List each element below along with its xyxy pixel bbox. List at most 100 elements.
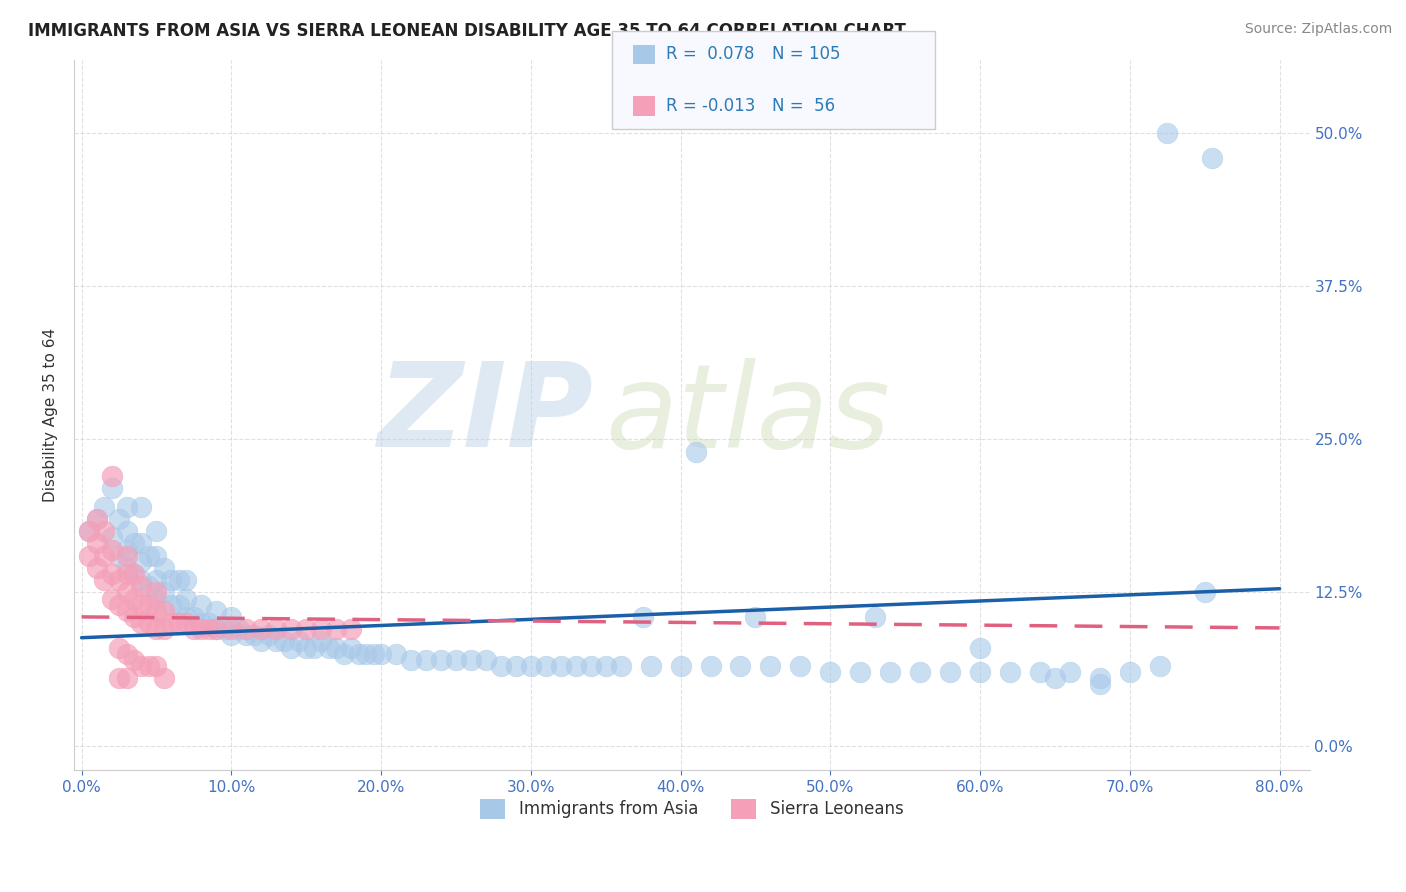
Point [131,615,153,630]
Point [145,622,167,636]
Point [595,659,617,673]
Point [190,622,212,636]
Point [160,598,183,612]
Text: Source: ZipAtlas.com: Source: ZipAtlas.com [1244,22,1392,37]
Point [534,659,557,673]
Point [309,634,332,648]
Point [520,659,543,673]
Point [1043,671,1066,685]
Point [699,659,721,673]
Point [131,555,153,569]
Point [325,640,347,655]
Point [385,647,408,661]
Point [257,628,280,642]
Point [1088,677,1111,691]
Point [176,610,198,624]
Point [908,665,931,679]
Point [228,622,250,636]
Point [153,671,176,685]
Point [108,640,131,655]
Point [153,604,176,618]
Point [86,512,108,526]
Point [579,659,602,673]
Point [190,615,212,630]
Point [115,671,138,685]
Point [93,549,115,563]
Point [235,622,257,636]
Point [1119,665,1142,679]
Point [145,524,167,538]
Point [280,640,302,655]
Point [138,659,160,673]
Point [93,500,115,514]
Point [235,628,257,642]
Point [564,659,586,673]
Point [176,615,198,630]
Point [221,628,243,642]
Text: R = -0.013: R = -0.013 [666,97,756,115]
Point [131,536,153,550]
Point [669,659,692,673]
Point [131,598,153,612]
Point [1156,126,1178,140]
Point [998,665,1021,679]
Point [108,549,131,563]
Point [744,610,766,624]
Point [444,653,467,667]
Point [160,615,183,630]
Point [86,512,108,526]
Point [115,500,138,514]
Point [131,573,153,587]
Point [115,549,138,563]
Point [325,622,347,636]
Point [969,640,991,655]
Point [415,653,437,667]
Point [730,659,752,673]
Text: ZIP: ZIP [377,358,593,472]
Point [108,671,131,685]
Point [122,591,145,606]
Point [108,512,131,526]
Point [340,622,363,636]
Point [205,622,228,636]
Point [280,622,302,636]
Point [115,647,138,661]
Point [221,622,243,636]
Point [100,591,122,606]
Point [115,524,138,538]
Point [115,542,138,557]
Point [77,524,100,538]
Point [145,659,167,673]
Y-axis label: Disability Age 35 to 64: Disability Age 35 to 64 [44,327,58,502]
Point [550,659,572,673]
Text: N = 105: N = 105 [772,45,841,63]
Point [198,615,221,630]
Point [131,659,153,673]
Point [86,536,108,550]
Point [1059,665,1081,679]
Point [631,610,654,624]
Point [115,604,138,618]
Point [475,653,498,667]
Point [100,469,122,483]
Point [505,659,527,673]
Point [1088,671,1111,685]
Point [198,622,221,636]
Point [145,585,167,599]
Point [295,622,318,636]
Point [122,536,145,550]
Point [77,524,100,538]
Point [789,659,811,673]
Point [939,665,962,679]
Point [138,598,160,612]
Legend: Immigrants from Asia, Sierra Leoneans: Immigrants from Asia, Sierra Leoneans [474,792,910,826]
Point [354,647,377,661]
Point [1194,585,1216,599]
Point [318,640,340,655]
Point [93,573,115,587]
Point [685,444,707,458]
Point [820,665,842,679]
Point [167,598,190,612]
Point [176,591,198,606]
Point [122,567,145,582]
